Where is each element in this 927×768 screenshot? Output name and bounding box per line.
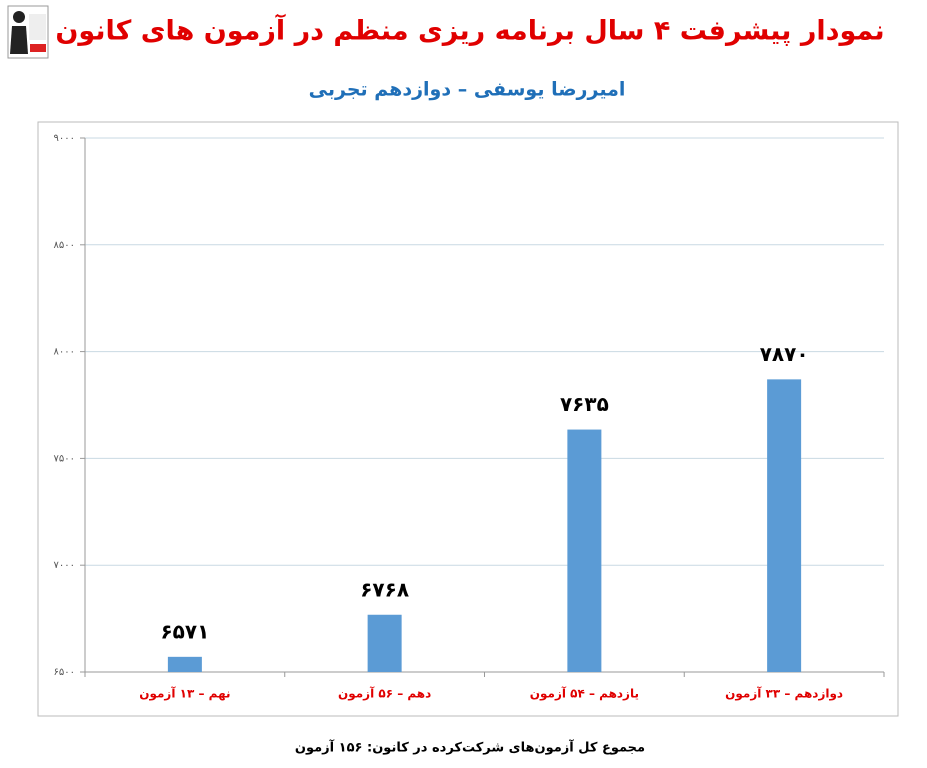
y-tick-label: ۸۵۰۰ — [54, 240, 75, 251]
y-tick-label: ۷۵۰۰ — [54, 453, 75, 464]
x-tick-label: نهم – ۱۳ آزمون — [139, 686, 230, 702]
value-label: ۶۷۶۸ — [360, 577, 409, 601]
y-tick-label: ۷۰۰۰ — [54, 560, 75, 571]
y-tick-label: ۹۰۰۰ — [54, 133, 75, 144]
chart-frame — [37, 121, 899, 717]
chart-subtitle: امیررضا یوسفی – دوازدهم تجربی — [309, 79, 626, 101]
bar — [367, 614, 402, 672]
y-tick-label: ۸۰۰۰ — [54, 347, 75, 358]
bar — [167, 656, 202, 672]
bar — [567, 429, 602, 672]
value-label: ۷۶۳۵ — [560, 392, 609, 416]
logo — [7, 5, 49, 59]
x-tick-label: یازدهم – ۵۴ آزمون — [530, 686, 639, 702]
x-tick-label: دوازدهم – ۳۳ آزمون — [725, 686, 843, 702]
chart-title: نمودار پیشرفت ۴ سال برنامه ریزی منظم در … — [55, 14, 884, 47]
x-tick-label: دهم – ۵۶ آزمون — [338, 686, 431, 702]
value-label: ۶۵۷۱ — [160, 619, 209, 643]
y-tick-label: ۶۵۰۰ — [54, 667, 75, 678]
value-label: ۷۸۷۰ — [760, 342, 809, 366]
footnote: مجموع کل آزمون‌های شرکت‌کرده در کانون: ۱… — [295, 739, 645, 756]
bar — [767, 379, 802, 672]
